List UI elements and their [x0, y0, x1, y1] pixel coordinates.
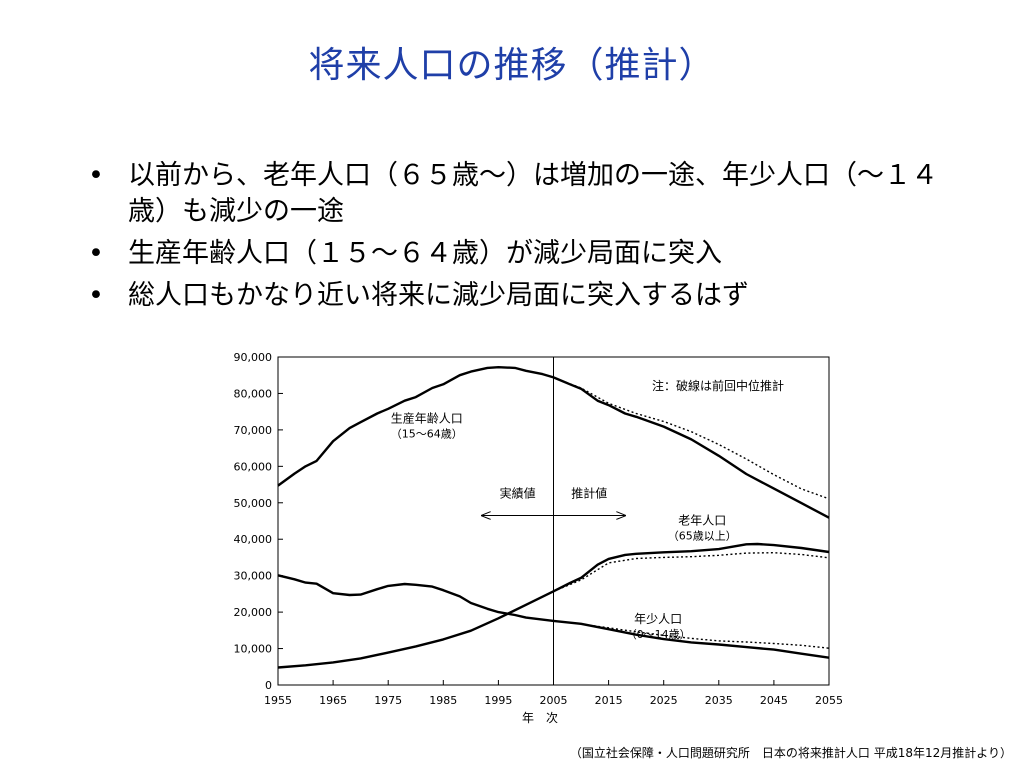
bullet-text: 以前から、老年人口（６５歳～）は増加の一途、年少人口（～１４歳）も減少の一途	[128, 160, 938, 227]
series-line-0	[277, 366, 830, 519]
series-label: 年少人口	[634, 612, 682, 626]
y-tick-label: 0	[265, 679, 272, 692]
series-sublabel: （15～64歳）	[391, 428, 463, 441]
series-line-1	[277, 542, 830, 669]
y-tick-label: 20,000	[234, 606, 273, 619]
slide-title: 将来人口の推移（推計）	[308, 45, 716, 86]
x-tick-label: 1985	[429, 694, 457, 707]
series-sublabel: （65歳以上）	[668, 530, 737, 543]
y-tick-label: 40,000	[234, 533, 273, 546]
y-tick-label: 90,000	[234, 351, 273, 364]
bullet-item: • 以前から、老年人口（６５歳～）は増加の一途、年少人口（～１４歳）も減少の一途	[88, 158, 968, 230]
bullet-text: 生産年齢人口（１５～６４歳）が減少局面に突入	[128, 238, 722, 269]
series-sublabel: （0～14歳）	[626, 628, 691, 641]
actual-arrow-label: 実績値	[500, 486, 536, 501]
x-tick-label: 1955	[264, 694, 292, 707]
source-citation: （国立社会保障・人口問題研究所 日本の将来推計人口 平成18年12月推計より）	[569, 746, 1012, 760]
x-tick-label: 1965	[319, 694, 347, 707]
bullet-item: • 生産年齢人口（１５～６４歳）が減少局面に突入	[88, 236, 968, 272]
x-tick-label: 2025	[650, 694, 678, 707]
bullet-item: • 総人口もかなり近い将来に減少局面に突入するはず	[88, 278, 968, 314]
bullet-dot: •	[88, 238, 104, 269]
series-line-previous-3	[553, 376, 830, 500]
series-line-previous-4	[553, 551, 830, 592]
chart-note: 注：破線は前回中位推計	[652, 378, 784, 393]
series-label: 生産年齢人口	[391, 411, 463, 426]
y-tick-label: 80,000	[234, 387, 273, 400]
series-line-2	[277, 574, 830, 659]
x-tick-label: 2055	[815, 694, 843, 707]
bullet-dot: •	[88, 280, 104, 311]
y-tick-label: 60,000	[234, 460, 273, 473]
bullet-text: 総人口もかなり近い将来に減少局面に突入するはず	[128, 280, 749, 311]
y-tick-label: 50,000	[234, 497, 273, 510]
y-tick-label: 70,000	[234, 424, 273, 437]
y-tick-label: 10,000	[234, 643, 273, 656]
x-axis-label: 年 次	[522, 711, 558, 725]
bullet-list: • 以前から、老年人口（６５歳～）は増加の一途、年少人口（～１４歳）も減少の一途 …	[88, 158, 968, 320]
x-tick-label: 1995	[484, 694, 512, 707]
projected-arrow-label: 推計値	[571, 486, 607, 501]
x-tick-label: 2015	[595, 694, 623, 707]
series-line-previous-5	[553, 620, 830, 649]
y-tick-label: 30,000	[234, 570, 273, 583]
x-tick-label: 1975	[374, 694, 402, 707]
x-tick-label: 2045	[760, 694, 788, 707]
bullet-dot: •	[88, 160, 104, 191]
x-tick-label: 2005	[540, 694, 568, 707]
series-label: 老年人口	[678, 514, 726, 528]
x-tick-label: 2035	[705, 694, 733, 707]
